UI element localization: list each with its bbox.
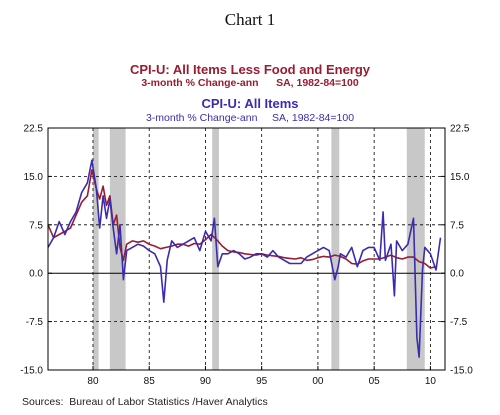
recession-band xyxy=(406,128,425,370)
recession-band xyxy=(212,128,219,370)
x-tick-label: 00 xyxy=(312,376,324,387)
source-note: Sources: Bureau of Labor Statistics /Hav… xyxy=(22,396,268,408)
y-tick-label-right: -15.0 xyxy=(450,366,473,377)
y-tick-label-left: 15.0 xyxy=(24,172,44,183)
series-lines xyxy=(47,159,442,358)
page-title: Chart 1 xyxy=(224,10,276,29)
y-tick-label-right: 22.5 xyxy=(450,124,470,135)
y-tick-label-left: -15.0 xyxy=(20,366,43,377)
x-tick-label: 85 xyxy=(144,376,156,387)
y-tick-label-left: 0.0 xyxy=(29,269,43,280)
legend-series-core-subtitle: 3-month % Change-ann SA, 1982-84=100 xyxy=(141,77,359,89)
recession-band xyxy=(331,128,340,370)
y-tick-label-left: 7.5 xyxy=(29,220,43,231)
grid-lines xyxy=(48,128,445,370)
axis-ticks: 22.5 22.5 15.0 15.0 7.5 7.5 0.0 0.0 -7.5 -7.5 -15.… xyxy=(20,124,473,388)
legend-series-all: CPI-U: All Items xyxy=(201,96,299,111)
series-line-all-items-cpi xyxy=(47,159,442,358)
y-tick-label-right: 15.0 xyxy=(450,172,470,183)
series-line-core-cpi xyxy=(47,169,437,269)
plot-frame xyxy=(47,127,446,371)
x-tick-label: 10 xyxy=(425,376,437,387)
legend-series-all-subtitle: 3-month % Change-ann SA, 1982-84=100 xyxy=(145,112,355,124)
x-tick-label: 05 xyxy=(369,376,381,387)
x-tick-label: 80 xyxy=(87,376,99,387)
y-tick-label-left: -7.5 xyxy=(26,317,44,328)
y-tick-label-left: 22.5 xyxy=(24,124,44,135)
recession-band xyxy=(92,128,99,370)
x-tick-label: 95 xyxy=(256,376,268,387)
x-tick-label: 90 xyxy=(200,376,212,387)
y-tick-label-right: 7.5 xyxy=(450,220,464,231)
y-tick-label-right: -7.5 xyxy=(450,317,468,328)
y-tick-label-right: 0.0 xyxy=(450,269,464,280)
legend-series-core: CPI-U: All Items Less Food and Energy xyxy=(129,62,371,77)
